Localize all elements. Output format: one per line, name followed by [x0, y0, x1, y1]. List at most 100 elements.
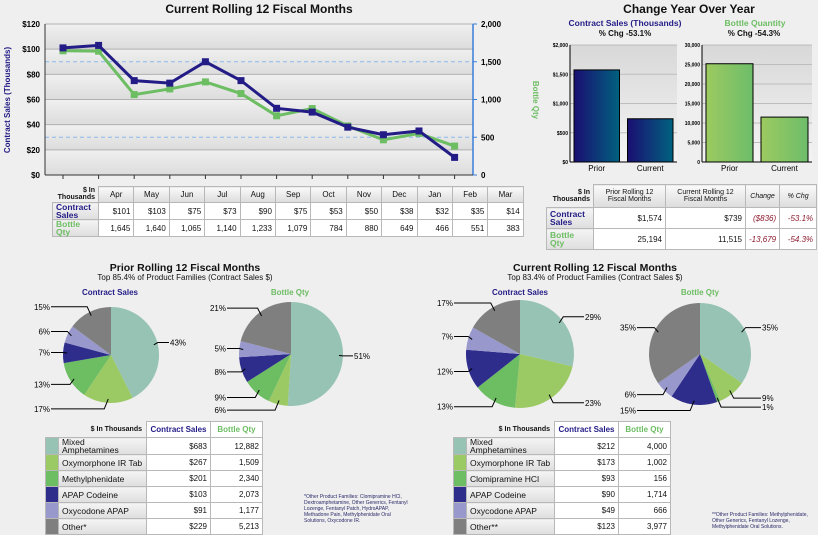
- y-tick-label: $0: [562, 160, 568, 166]
- contract-sales-point: [344, 123, 352, 131]
- sales-cell: $90: [554, 486, 619, 503]
- pie-leader-line: [637, 327, 659, 333]
- pie-leader-line: [51, 330, 72, 337]
- pie-slice: [72, 307, 111, 355]
- bottle-cell: 1,002: [618, 454, 671, 471]
- trend-line-chart: $0 $20 $40 $60 $80 $100 $120 0 500 1,000 1,500 2,00…: [3, 20, 540, 180]
- product-name: Mixed Amphetamines: [58, 437, 147, 455]
- y-tick-label: 5,000: [687, 141, 700, 147]
- table-row: Other* $229 5,213: [45, 518, 263, 535]
- contract-sales-point: [451, 153, 459, 161]
- bottle-qty-line: [62, 49, 456, 148]
- month-header: Aug: [239, 186, 276, 203]
- contract-sales-point: [237, 77, 245, 85]
- trend-title: Current Rolling 12 Fiscal Months: [165, 2, 353, 16]
- row-label: Contract Sales: [546, 207, 594, 229]
- cell: -53.1%: [779, 207, 818, 229]
- y-tick-label: $1,000: [553, 102, 569, 108]
- cell: 649: [381, 219, 418, 237]
- pie-slice: [64, 326, 111, 355]
- product-name: Other*: [58, 518, 147, 535]
- cell: $75: [274, 202, 312, 220]
- cell: 25,194: [593, 228, 666, 250]
- color-swatch: [453, 470, 467, 487]
- bottle-qty-point: [273, 112, 281, 120]
- pie-leader-line: [227, 400, 280, 411]
- sales-cell: $267: [146, 454, 211, 471]
- pie-percent-label: 6%: [38, 327, 50, 336]
- current-product-table: $ In Thousands Contract Sales Bottle Qty Mi…: [453, 421, 671, 535]
- cell: 383: [487, 219, 524, 237]
- pie-slice: [239, 354, 291, 382]
- color-swatch: [45, 518, 59, 535]
- cell: ($836): [744, 207, 781, 229]
- product-name: Other**: [466, 518, 555, 535]
- column-header: % Chg: [779, 184, 818, 208]
- row-label: Contract Sales: [52, 202, 99, 220]
- header-row: $ In Thousands Prior Rolling 12 Fiscal Mo…: [547, 184, 818, 208]
- pie-percent-label: 9%: [214, 394, 226, 403]
- cell: 1,645: [97, 219, 135, 237]
- y-tick-label: 20,000: [685, 82, 701, 88]
- product-name: Mixed Amphetamines: [466, 437, 555, 455]
- pie-leader-line: [227, 307, 263, 317]
- cell: $103: [133, 202, 170, 220]
- product-name: Oxycodone APAP: [466, 502, 555, 519]
- bottle-qty-point: [308, 105, 316, 113]
- color-swatch: [453, 454, 467, 471]
- product-name: APAP Codeine: [58, 486, 147, 503]
- y2-tick-label: 0: [481, 171, 486, 180]
- pie-percent-label: 35%: [620, 324, 636, 333]
- row-label: Bottle Qty: [546, 228, 594, 250]
- pie-percent-label: 6%: [624, 391, 636, 400]
- yoy-table: $ In Thousands Prior Rolling 12 Fiscal Mo…: [546, 184, 818, 250]
- month-header: Jul: [204, 186, 241, 203]
- yoy-bottle-chg: % Chg -54.3%: [727, 29, 781, 38]
- table-row: Contract Sales $101 $103 $75 $73 $90 $75 $53 $50…: [52, 202, 524, 220]
- sales-cell: $173: [554, 454, 619, 471]
- sales-cell: $229: [146, 518, 211, 535]
- header-row: $ In Thousands Apr May Jun Jul Aug Sep Oct Nov De…: [53, 186, 524, 203]
- color-swatch: [453, 486, 467, 503]
- table-row: Clomipramine HCl $93 156: [453, 470, 671, 487]
- pie-slice: [700, 354, 742, 401]
- current-subtitle: Top 83.4% of Product Families (Contract …: [507, 273, 683, 282]
- bottle-qty-point: [201, 78, 209, 86]
- contract-sales-point: [166, 79, 174, 87]
- pie-percent-label: 29%: [585, 313, 601, 322]
- pie-percent-label: 1%: [762, 403, 774, 412]
- y-tick-label: $100: [22, 45, 40, 54]
- pie-slice: [658, 354, 700, 397]
- x-tick-label: Prior: [588, 164, 605, 173]
- pie-slice: [520, 300, 574, 367]
- pie-percent-label: 9%: [762, 394, 774, 403]
- pie-leader-line: [227, 348, 244, 350]
- pie-percent-label: 13%: [437, 403, 453, 412]
- pie-percent-label: 7%: [441, 333, 453, 342]
- yoy-sales-title: Contract Sales (Thousands): [568, 18, 682, 28]
- pie-percent-label: 8%: [214, 368, 226, 377]
- pie-slice: [62, 342, 111, 364]
- sales-cell: $103: [146, 486, 211, 503]
- current-footnote: **Other Product Families: Methylphenidat…: [712, 512, 808, 530]
- pie-percent-label: 51%: [354, 352, 370, 361]
- bottle-cell: 2,073: [210, 486, 263, 503]
- y-tick-label: $80: [27, 70, 41, 79]
- pie-leader-line: [51, 306, 92, 316]
- bottle-qty-point: [379, 136, 387, 144]
- yoy-sales-chg: % Chg -53.1%: [598, 29, 652, 38]
- table-row: Oxymorphone IR Tab $173 1,002: [453, 454, 671, 471]
- product-name: Methylphenidate: [58, 470, 147, 487]
- color-swatch: [45, 470, 59, 487]
- corner-label: $ In Thousands: [498, 425, 550, 433]
- contract-sales-point: [308, 108, 316, 116]
- prior-pie-sales-title: Contract Sales: [81, 288, 139, 297]
- corner-label: $ In Thousands: [90, 425, 142, 433]
- pie-slice: [466, 349, 520, 388]
- pie-percent-label: 17%: [34, 405, 50, 414]
- month-header: Jan: [416, 186, 453, 203]
- product-name: Clomipramine HCl: [466, 470, 555, 487]
- cell: 784: [310, 219, 347, 237]
- cell: 1,233: [239, 219, 276, 237]
- product-name: Oxymorphone IR Tab: [58, 454, 147, 471]
